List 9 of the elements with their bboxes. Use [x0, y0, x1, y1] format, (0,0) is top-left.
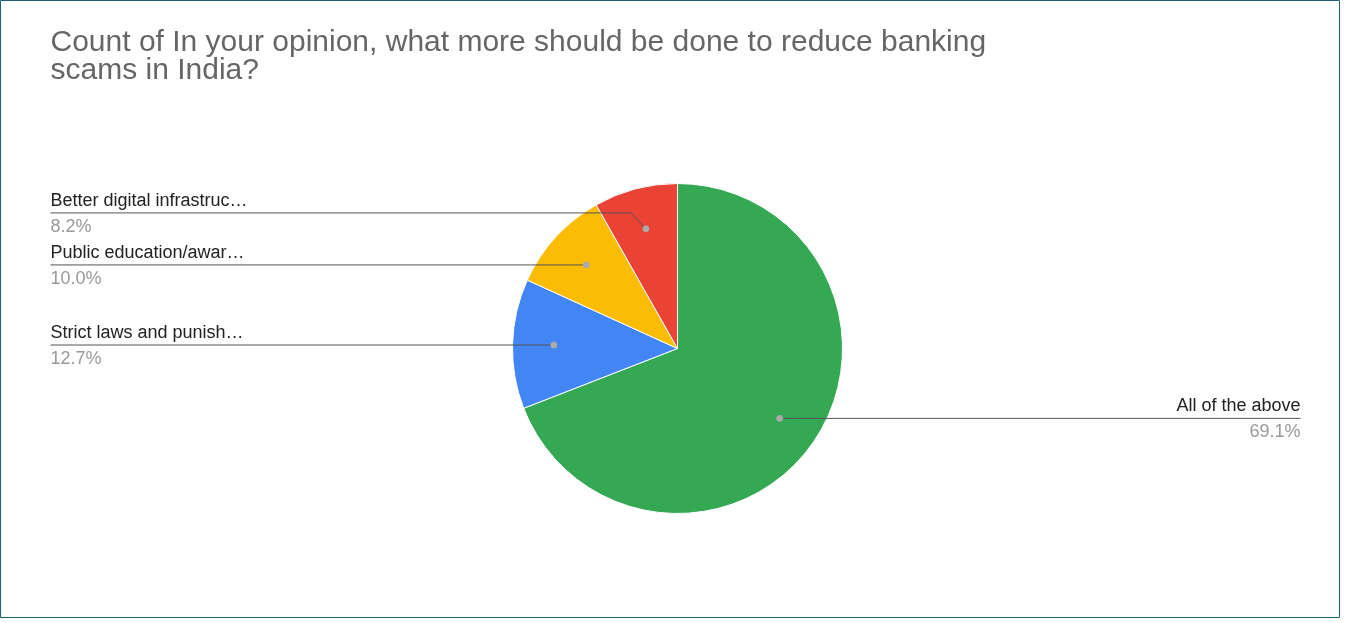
data-label: 69.1% [1249, 421, 1301, 442]
slice-label: Public education/awar… [50, 241, 245, 262]
data-label: 10.0% [50, 267, 102, 288]
chart-title: Count of In your opinion, what more should be done to reduce banking scams in India? [50, 24, 987, 85]
slice-label: All of the above [1176, 395, 1301, 416]
data-label: 12.7% [50, 348, 102, 368]
slice-label: Strict laws and punish… [50, 322, 244, 342]
slice-label: Better digital infrastruc… [50, 189, 248, 210]
data-label: 8.2% [50, 215, 92, 236]
